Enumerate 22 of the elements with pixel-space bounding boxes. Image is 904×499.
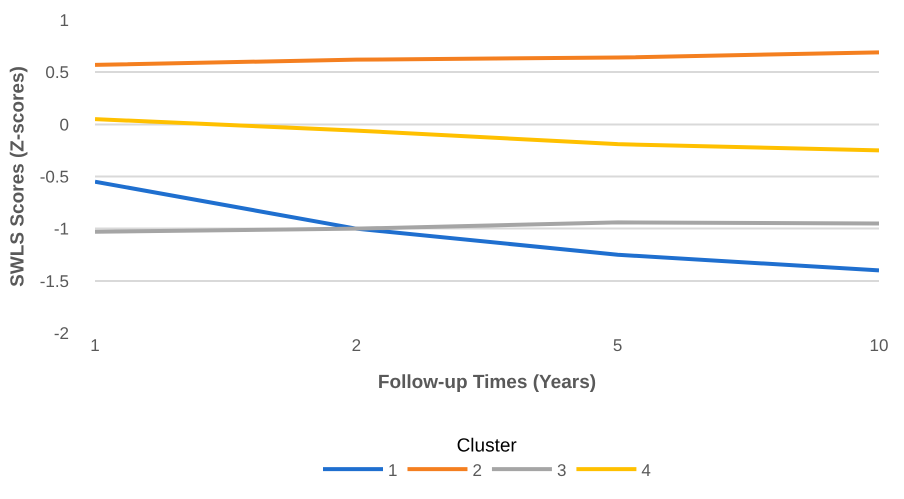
y-axis-title: SWLS Scores (Z-scores) [8, 66, 29, 287]
y-tick-label: -2 [54, 324, 69, 343]
y-tick-label: -1 [54, 220, 69, 239]
y-tick-label: -1.5 [40, 272, 69, 291]
legend-title: Cluster [456, 436, 518, 457]
y-tick-label: -0.5 [40, 167, 69, 186]
y-tick-label: 1 [60, 10, 69, 30]
line-series [95, 220, 879, 234]
x-tick-label: 10 [870, 336, 888, 355]
line-series [95, 50, 879, 67]
legend-label: 1 [388, 460, 398, 480]
x-tick-label: 2 [352, 336, 362, 355]
y-tick-label: 0.5 [45, 63, 69, 82]
legend-label: 4 [641, 460, 651, 480]
x-tick-label: 5 [612, 336, 622, 355]
y-tick-label: 0 [60, 115, 69, 134]
line-series [95, 180, 879, 272]
x-tick-label: 1 [90, 336, 100, 355]
legend-label: 2 [472, 460, 482, 480]
legend-label: 3 [556, 460, 566, 480]
line-series [95, 117, 879, 152]
x-axis-title: Follow-up Times (Years) [378, 372, 596, 393]
